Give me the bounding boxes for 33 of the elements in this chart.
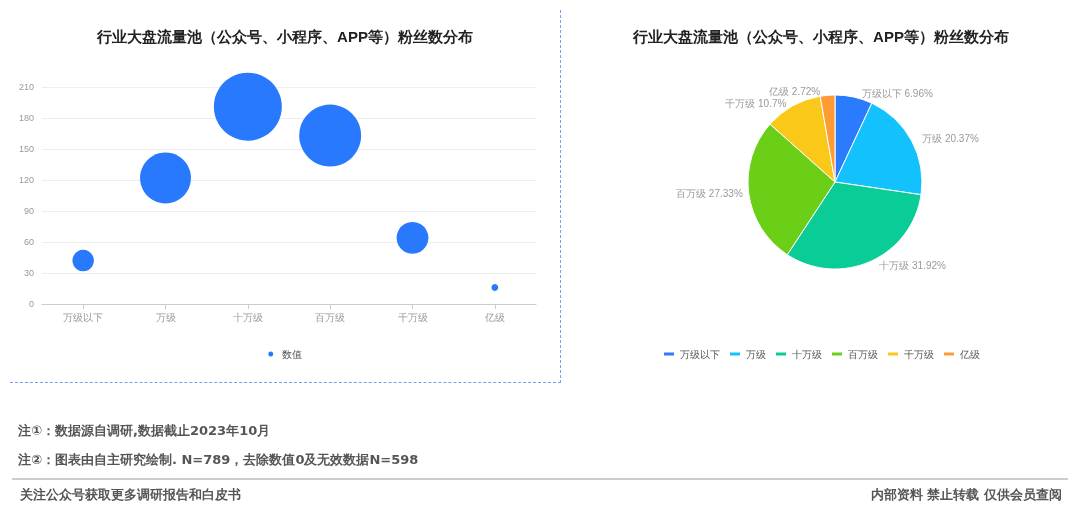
category-label: 万级 20.37% <box>922 133 979 145</box>
category-label: 亿级 2.72% <box>769 85 821 97</box>
chart-title: 行业大盘流量池（公众号、小程序、APP等）粉丝数分布 <box>96 28 473 45</box>
category-label: 千万级 10.7% <box>725 97 787 109</box>
x-tick-label: 千万级 <box>397 311 428 323</box>
y-tick-label: 90 <box>23 206 34 216</box>
text: 注①：数据源自调研,数据截止2023年10月 <box>18 422 272 440</box>
legend-label: 十万级 <box>792 348 822 360</box>
x-tick-label: 百万级 <box>315 311 346 323</box>
text: 内部资料 禁止转载 仅供会员查阅 <box>870 486 1062 504</box>
text: 数值 <box>281 348 302 360</box>
text: 注②：图表由自主研究绘制. N=789，去除数值0及无效数据N=598 <box>18 451 419 469</box>
y-tick-label: 150 <box>18 144 34 154</box>
category-label: 万级以下 6.96% <box>861 87 933 99</box>
y-tick-label: 0 <box>28 299 34 309</box>
x-tick-label: 十万级 <box>232 311 263 323</box>
y-tick-label: 210 <box>18 82 34 92</box>
category-label: 百万级 27.33% <box>676 188 743 200</box>
legend-label: 万级以下 <box>680 348 720 360</box>
legend-label: 亿级 <box>959 348 980 360</box>
x-tick-label: 亿级 <box>483 311 505 323</box>
text: 关注公众号获取更多调研报告和白皮书 <box>20 487 241 502</box>
y-tick-label: 60 <box>23 237 34 247</box>
chart-title: 行业大盘流量池（公众号、小程序、APP等）粉丝数分布 <box>632 28 1009 45</box>
y-tick-label: 30 <box>23 268 34 278</box>
y-tick-label: 120 <box>18 175 34 185</box>
x-tick-label: 万级 <box>155 311 176 323</box>
x-tick-label: 万级以下 <box>63 311 104 323</box>
category-label: 十万级 31.92% <box>879 259 946 271</box>
y-tick-label: 180 <box>18 113 34 123</box>
legend-label: 百万级 <box>848 348 878 360</box>
legend-label: 千万级 <box>904 348 934 360</box>
legend-label: 万级 <box>746 348 766 360</box>
